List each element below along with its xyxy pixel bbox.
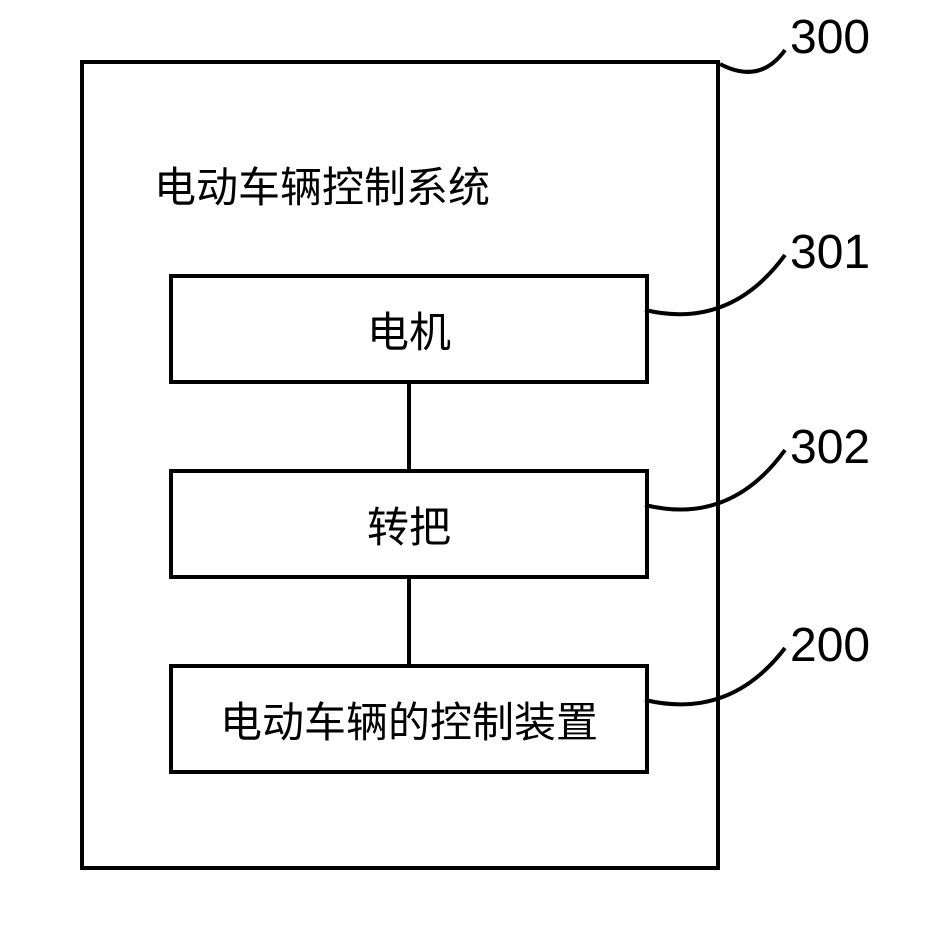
callout-curve-200 bbox=[0, 0, 934, 927]
